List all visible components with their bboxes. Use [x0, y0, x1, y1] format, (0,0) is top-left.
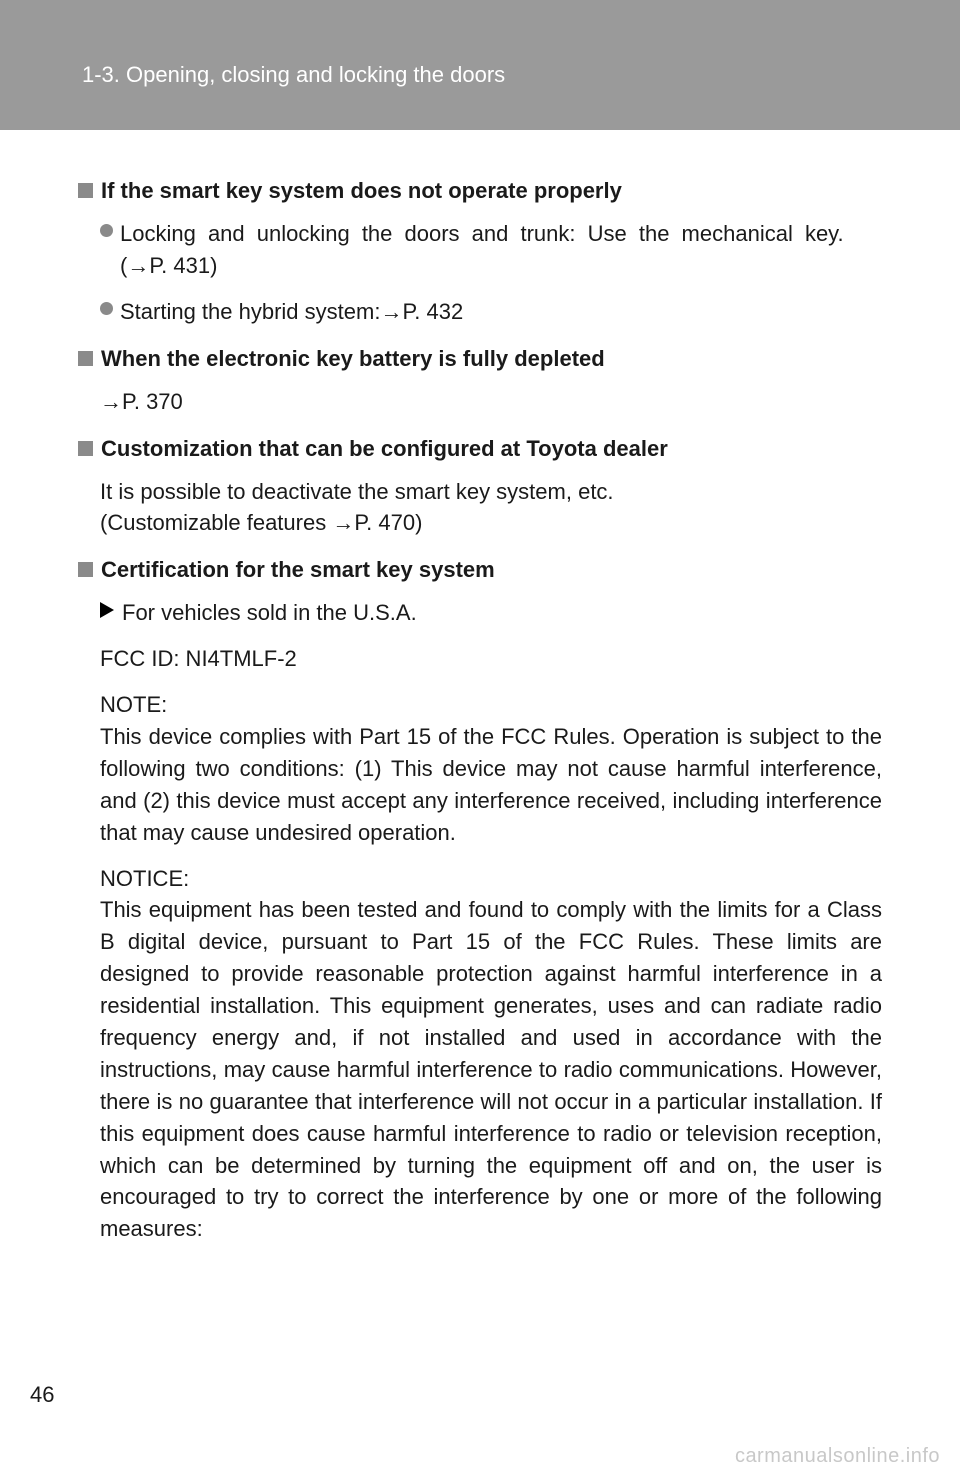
text-span: This device complies with Part 15 of the…	[100, 724, 882, 845]
text-span: NOTICE:	[100, 866, 189, 891]
watermark: carmanualsonline.info	[735, 1445, 940, 1468]
page: 1-3. Opening, closing and locking the do…	[0, 0, 960, 1484]
text-span: This equipment has been tested and found…	[100, 897, 882, 1241]
square-bullet-icon	[78, 183, 93, 198]
heading-row: Certification for the smart key system	[78, 557, 882, 583]
body-text: It is possible to deactivate the smart k…	[78, 476, 882, 540]
arrow-icon: →	[127, 253, 149, 278]
text-span: Starting the hybrid system:	[120, 299, 380, 324]
circle-bullet-icon	[100, 302, 113, 315]
body-text: →P. 370	[78, 386, 882, 418]
body-text: NOTE: This device complies with Part 15 …	[78, 689, 882, 848]
text-span: (Customizable features	[100, 510, 332, 535]
text-span: P. 432	[402, 299, 463, 324]
square-bullet-icon	[78, 441, 93, 456]
bullet-text: Starting the hybrid system:→P. 432	[120, 296, 463, 328]
arrow-icon: →	[100, 389, 122, 414]
bullet-row: Locking and unlocking the doors and trun…	[78, 218, 882, 282]
text-span: P. 431)	[149, 253, 217, 278]
bullet-text: For vehicles sold in the U.S.A.	[122, 597, 417, 629]
arrow-icon: →	[380, 299, 402, 324]
square-bullet-icon	[78, 562, 93, 577]
text-span: It is possible to deactivate the smart k…	[100, 479, 614, 504]
bullet-row: Starting the hybrid system:→P. 432	[78, 296, 882, 328]
bullet-text: Locking and unlocking the doors and trun…	[120, 218, 880, 282]
text-span: Locking and unlocking the doors and trun…	[120, 221, 844, 246]
heading-text: Certification for the smart key system	[101, 557, 495, 583]
text-span: NOTE:	[100, 692, 167, 717]
circle-bullet-icon	[100, 224, 113, 237]
heading-text: When the electronic key battery is fully…	[101, 346, 605, 372]
text-span: P. 470)	[354, 510, 422, 535]
page-number: 46	[30, 1382, 54, 1408]
triangle-row: For vehicles sold in the U.S.A.	[78, 597, 882, 629]
square-bullet-icon	[78, 351, 93, 366]
header-band: 1-3. Opening, closing and locking the do…	[0, 0, 960, 130]
arrow-icon: →	[332, 510, 354, 535]
section-heading: 1-3. Opening, closing and locking the do…	[82, 62, 960, 88]
body-text: NOTICE: This equipment has been tested a…	[78, 863, 882, 1246]
triangle-bullet-icon	[100, 602, 114, 618]
heading-row: If the smart key system does not operate…	[78, 178, 882, 204]
heading-row: When the electronic key battery is fully…	[78, 346, 882, 372]
heading-row: Customization that can be configured at …	[78, 436, 882, 462]
heading-text: If the smart key system does not operate…	[101, 178, 622, 204]
heading-text: Customization that can be configured at …	[101, 436, 668, 462]
body-text: FCC ID: NI4TMLF-2	[78, 643, 882, 675]
content-area: If the smart key system does not operate…	[0, 130, 960, 1245]
text-span: P. 370	[122, 389, 183, 414]
